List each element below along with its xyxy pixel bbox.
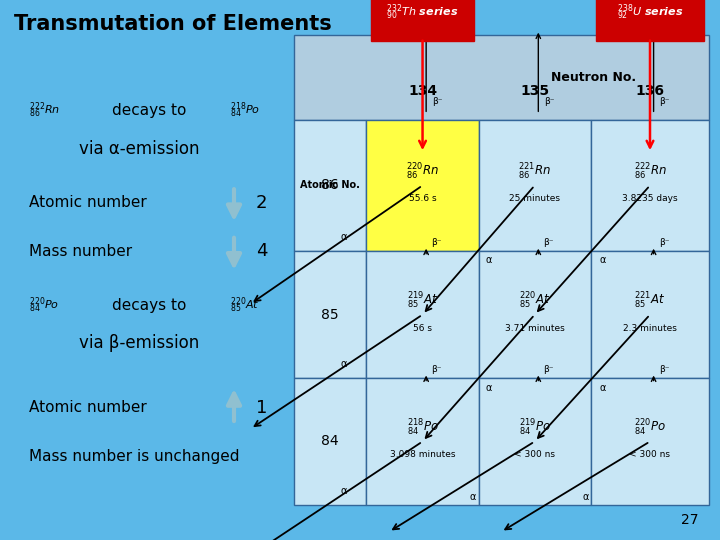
Bar <box>479 251 591 378</box>
Text: $^{218}_{84}Po$: $^{218}_{84}Po$ <box>230 101 261 120</box>
Text: α: α <box>340 486 346 496</box>
Text: β⁻: β⁻ <box>431 238 441 247</box>
Text: 136: 136 <box>636 84 665 98</box>
Text: α: α <box>600 383 606 394</box>
Text: α: α <box>340 359 346 369</box>
Text: α: α <box>600 255 606 266</box>
Bar <box>479 378 591 505</box>
Bar <box>591 251 709 378</box>
Text: 56 s: 56 s <box>413 323 432 333</box>
Text: β⁻: β⁻ <box>432 97 442 106</box>
Bar <box>366 251 479 378</box>
Text: $^{219}_{84}Po$: $^{219}_{84}Po$ <box>518 418 551 438</box>
Bar <box>294 35 709 120</box>
Text: 84: 84 <box>321 435 339 449</box>
Text: Atomic number: Atomic number <box>29 195 147 210</box>
Bar <box>366 120 479 251</box>
Bar <box>479 120 591 251</box>
Text: α: α <box>486 383 492 394</box>
Text: via α-emission: via α-emission <box>79 139 199 158</box>
Text: α: α <box>582 492 589 502</box>
Text: 135: 135 <box>520 84 549 98</box>
Text: 3.8235 days: 3.8235 days <box>622 194 678 204</box>
Text: α: α <box>340 232 346 242</box>
Text: $^{220}_{84}Po$: $^{220}_{84}Po$ <box>29 295 59 315</box>
Text: $^{218}_{84}Po$: $^{218}_{84}Po$ <box>407 418 438 438</box>
Text: < 300 ns: < 300 ns <box>629 450 670 460</box>
Text: 25 minutes: 25 minutes <box>509 194 560 204</box>
Text: 27: 27 <box>681 512 698 526</box>
Text: 1: 1 <box>256 399 267 417</box>
Text: β⁻: β⁻ <box>431 364 441 374</box>
Text: β⁻: β⁻ <box>544 97 554 106</box>
Text: $^{232}_{90}Th$ series: $^{232}_{90}Th$ series <box>387 2 459 22</box>
Text: 134: 134 <box>408 84 437 98</box>
Text: $^{220}_{84}Po$: $^{220}_{84}Po$ <box>634 418 666 438</box>
Text: 3.71 minutes: 3.71 minutes <box>505 323 564 333</box>
Text: decays to: decays to <box>112 103 186 118</box>
Text: 2.3 minutes: 2.3 minutes <box>623 323 677 333</box>
Text: $^{220}_{85}At$: $^{220}_{85}At$ <box>519 291 550 311</box>
Text: Atomic No.: Atomic No. <box>300 180 360 191</box>
Text: Mass number: Mass number <box>29 244 132 259</box>
Text: β⁻: β⁻ <box>544 364 554 374</box>
Bar <box>294 378 366 505</box>
Text: 2: 2 <box>256 193 267 212</box>
FancyBboxPatch shape <box>596 0 704 40</box>
Bar <box>294 120 366 251</box>
Text: 85: 85 <box>321 308 339 322</box>
Text: $^{221}_{86}Rn$: $^{221}_{86}Rn$ <box>518 162 552 182</box>
Text: β⁻: β⁻ <box>660 97 670 106</box>
Text: $^{220}_{86}Rn$: $^{220}_{86}Rn$ <box>406 162 439 182</box>
Text: α: α <box>469 492 475 502</box>
Text: β⁻: β⁻ <box>659 238 669 247</box>
Text: α: α <box>486 255 492 266</box>
Text: Mass number is unchanged: Mass number is unchanged <box>29 449 239 464</box>
Text: decays to: decays to <box>112 298 186 313</box>
Text: $^{220}_{85}At$: $^{220}_{85}At$ <box>230 295 260 315</box>
Bar <box>591 378 709 505</box>
Bar <box>366 378 479 505</box>
Bar <box>591 120 709 251</box>
Text: < 300 ns: < 300 ns <box>514 450 555 460</box>
Text: via β-emission: via β-emission <box>79 334 199 352</box>
Text: β⁻: β⁻ <box>544 238 554 247</box>
Text: $^{221}_{85}At$: $^{221}_{85}At$ <box>634 291 665 311</box>
Bar <box>294 251 366 378</box>
Text: $^{222}_{86}Rn$: $^{222}_{86}Rn$ <box>29 101 60 120</box>
Text: 4: 4 <box>256 242 267 260</box>
Text: 86: 86 <box>321 178 339 192</box>
Text: Atomic number: Atomic number <box>29 400 147 415</box>
Text: $^{219}_{85}At$: $^{219}_{85}At$ <box>407 291 438 311</box>
Text: $^{222}_{86}Rn$: $^{222}_{86}Rn$ <box>634 162 667 182</box>
Text: $^{238}_{92}U$ series: $^{238}_{92}U$ series <box>617 2 683 22</box>
Text: Transmutation of Elements: Transmutation of Elements <box>14 14 332 35</box>
Text: β⁻: β⁻ <box>659 364 669 374</box>
Text: Neutron No.: Neutron No. <box>552 71 636 84</box>
Text: 55.6 s: 55.6 s <box>409 194 436 204</box>
FancyBboxPatch shape <box>372 0 474 40</box>
Text: 3.098 minutes: 3.098 minutes <box>390 450 455 460</box>
